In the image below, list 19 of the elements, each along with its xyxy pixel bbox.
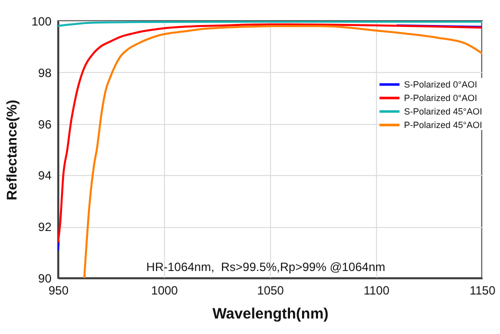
legend-label: P-Polarized 0°AOI	[404, 93, 478, 103]
y-tick-label: 94	[38, 168, 52, 183]
x-tick-label: 1050	[257, 284, 284, 298]
annotation: HR-1064nm, Rs>99.5%,Rp>99% @1064nm	[146, 260, 386, 274]
y-tick-label: 92	[38, 220, 52, 234]
x-tick-label: 1100	[364, 284, 390, 298]
y-tick-label: 100	[31, 14, 52, 28]
y-tick-label: 90	[38, 272, 52, 286]
y-tick-label: 98	[38, 66, 52, 80]
x-tick-label: 1000	[151, 284, 178, 298]
y-tick-label: 96	[38, 117, 52, 132]
x-tick-label: 950	[48, 284, 69, 298]
x-axis-title: Wavelength(nm)	[212, 306, 329, 322]
y-axis-title: Reflectance(%)	[3, 100, 20, 200]
legend-label: P-Polarized 45°AOI	[404, 120, 482, 130]
legend-label: S-Polarized 45°AOI	[404, 106, 482, 116]
x-tick-label: 1150	[470, 284, 496, 298]
legend-label: S-Polarized 0°AOI	[404, 80, 478, 90]
line-series	[83, 25, 482, 278]
